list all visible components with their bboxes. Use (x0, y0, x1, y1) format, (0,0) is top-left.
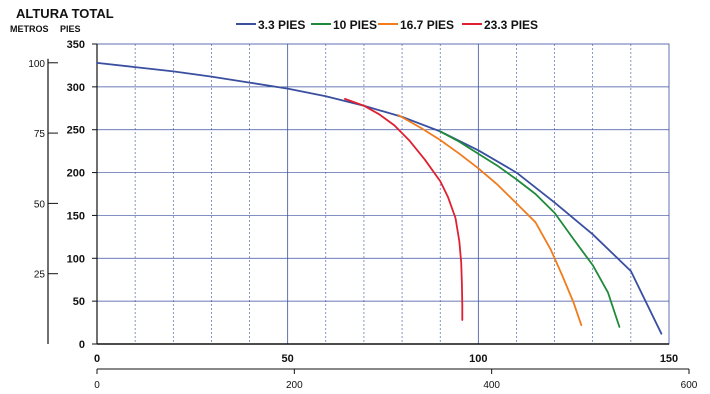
series-line (397, 114, 583, 326)
y-feet-tick-label: 250 (67, 125, 85, 137)
y-feet-tick-label: 200 (67, 168, 85, 180)
x-upper-tick-label: 0 (94, 353, 100, 365)
chart-title: ALTURA TOTAL (16, 6, 114, 21)
series-lines (96, 62, 663, 335)
y-feet-tick-label: 350 (67, 39, 85, 51)
y-feet-tick-label: 50 (73, 296, 85, 308)
plot-frame (96, 43, 670, 345)
axes: 0 50 100 150 200 250 300 350 25 50 75 100 0 50 100 150 0… (28, 39, 697, 391)
x-lower-tick-label: 0 (94, 380, 100, 391)
y-unit-meters: METROS (10, 24, 49, 34)
x-upper-tick-label: 100 (469, 353, 487, 365)
x-upper-tick-label: 50 (282, 353, 294, 365)
legend-label: 3.3 PIES (258, 18, 305, 32)
y-feet-tick-label: 0 (79, 339, 85, 351)
x-lower-tick-label: 200 (286, 380, 303, 391)
y-meters-tick-label: 75 (34, 129, 46, 140)
legend-label: 10 PIES (333, 18, 377, 32)
y-meters-tick-label: 25 (34, 270, 46, 281)
legend-label: 16.7 PIES (400, 18, 454, 32)
x-lower-tick-label: 600 (681, 380, 698, 391)
y-feet-tick-label: 100 (67, 253, 85, 265)
legend-label: 23.3 PIES (484, 18, 538, 32)
x-upper-tick-label: 150 (660, 353, 678, 365)
x-lower-tick-label: 400 (483, 380, 500, 391)
grid (96, 43, 670, 345)
y-meters-tick-label: 50 (34, 199, 46, 210)
series-line (96, 62, 663, 335)
y-meters-tick-label: 100 (28, 59, 45, 70)
y-unit-feet: PIES (60, 24, 81, 34)
series-line (439, 130, 621, 328)
y-feet-tick-label: 150 (67, 210, 85, 222)
y-feet-tick-label: 300 (67, 82, 85, 94)
legend: 3.3 PIES 10 PIES 16.7 PIES 23.3 PIES (236, 18, 538, 32)
series-line (344, 98, 464, 321)
